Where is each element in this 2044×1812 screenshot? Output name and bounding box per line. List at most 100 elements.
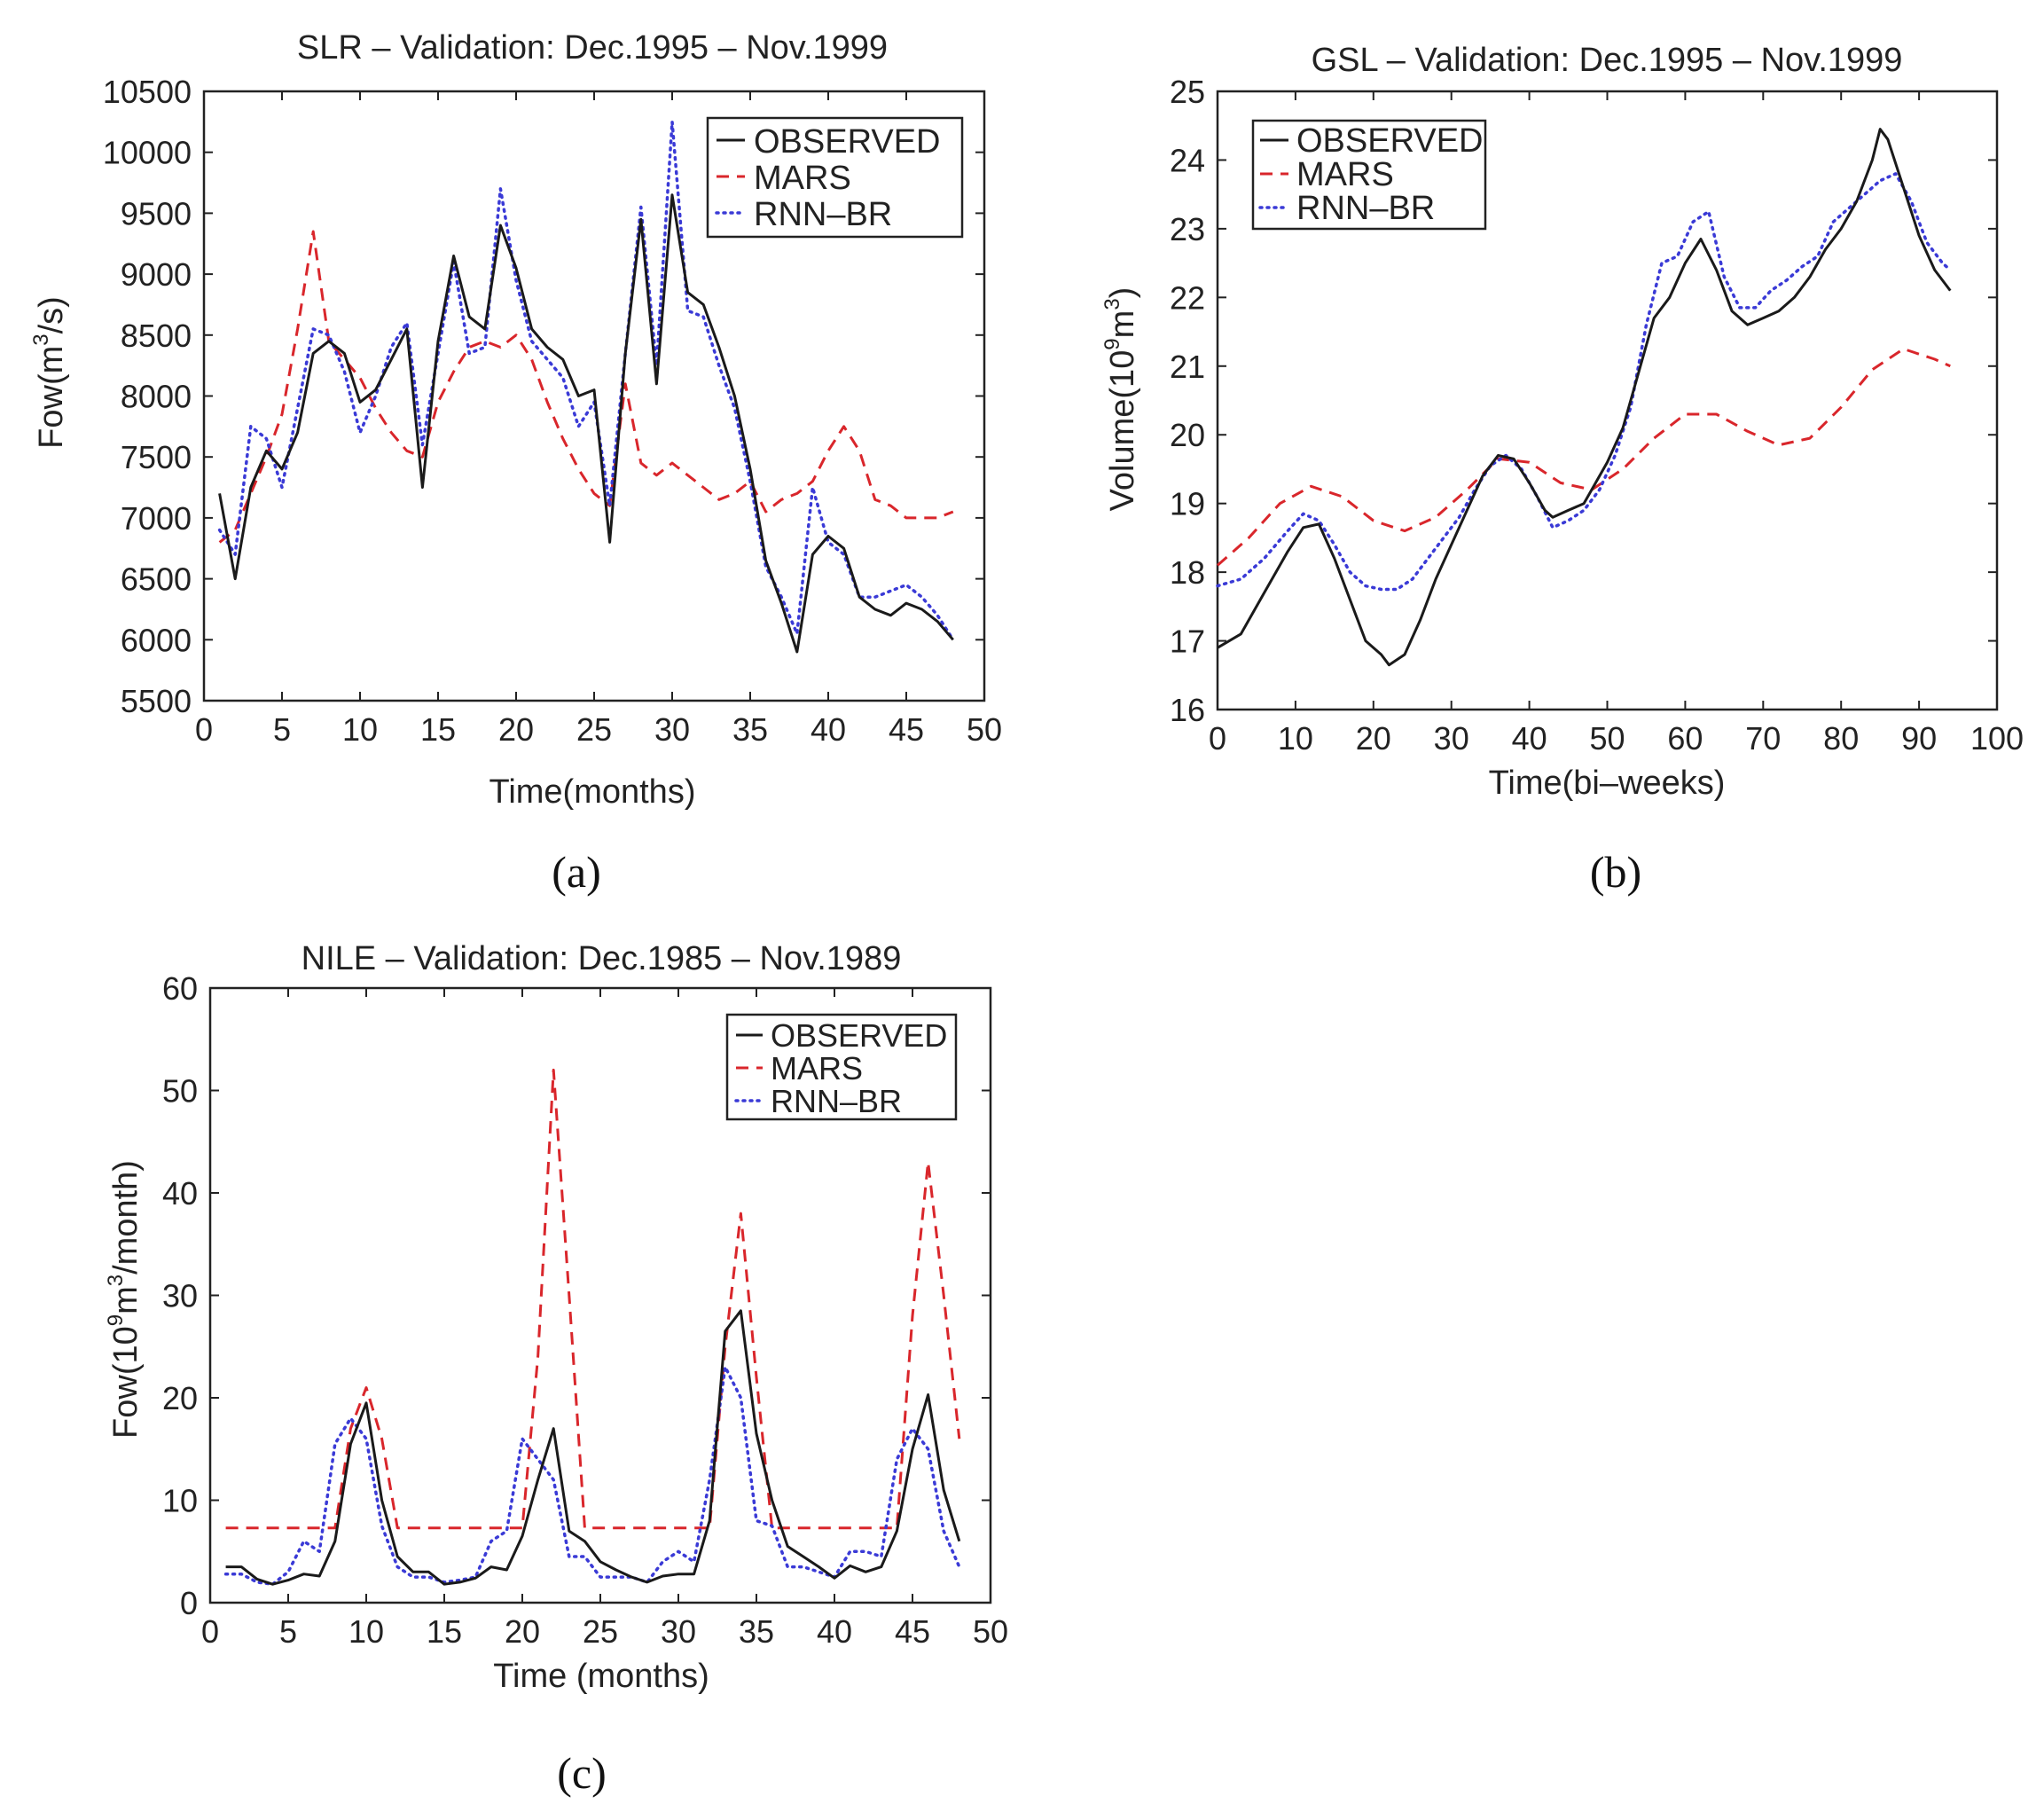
series-line-rnn-br-gsl xyxy=(1216,172,1953,592)
x-tick-label: 10 xyxy=(342,711,378,748)
x-axis-label-gsl: Time(bi–weeks) xyxy=(1489,765,1726,802)
y-tick-label: 16 xyxy=(1170,692,1205,728)
y-tick-label: 18 xyxy=(1170,554,1205,591)
legend-box-nile xyxy=(725,1013,958,1121)
chart-title-slr: SLR – Validation: Dec.1995 – Nov.1999 xyxy=(297,29,888,67)
x-tick-label: 50 xyxy=(1589,720,1625,757)
y-tick-label: 8500 xyxy=(121,318,192,354)
y-tick-label: 30 xyxy=(162,1278,198,1314)
x-tick-label: 40 xyxy=(817,1613,852,1650)
panel-label-a: (a) xyxy=(552,847,601,897)
x-tick-label: 20 xyxy=(1356,720,1391,757)
y-tick-label: 22 xyxy=(1170,279,1205,316)
legend-gsl: OBSERVED MARS RNN–BR xyxy=(1251,119,1487,231)
series-line-rnn-br-nile xyxy=(223,1365,961,1586)
y-tick-label: 10000 xyxy=(103,135,192,171)
y-axis-label-gsl: Volume(109m3) xyxy=(1100,287,1141,512)
y-tick-label: 8000 xyxy=(121,379,192,415)
x-tick-label: 5 xyxy=(279,1613,297,1650)
y-tick-label: 19 xyxy=(1170,486,1205,522)
legend-label-observed: OBSERVED xyxy=(1296,122,1483,160)
y-tick-label: 23 xyxy=(1170,211,1205,247)
legend-label-observed: OBSERVED xyxy=(754,123,940,161)
y-tick-label: 6000 xyxy=(121,622,192,658)
x-tick-label: 30 xyxy=(1434,720,1469,757)
y-tick-label: 5500 xyxy=(121,683,192,719)
legend-label-rnn-br: RNN–BR xyxy=(1296,190,1435,227)
chart-title-nile: NILE – Validation: Dec.1985 – Nov.1989 xyxy=(302,940,902,977)
legend-box-gsl xyxy=(1251,119,1487,231)
series-line-mars-slr xyxy=(218,230,954,544)
x-tick-label: 40 xyxy=(811,711,846,748)
x-tick-label: 15 xyxy=(420,711,456,748)
y-axis-label-slr: Fow(m3/s) xyxy=(29,296,70,449)
y-tick-label: 7000 xyxy=(121,500,192,537)
x-tick-label: 40 xyxy=(1512,720,1547,757)
x-axis-label-nile: Time (months) xyxy=(493,1658,709,1695)
x-tick-label: 10 xyxy=(348,1613,384,1650)
x-tick-label: 80 xyxy=(1823,720,1859,757)
series-line-observed-nile xyxy=(225,1309,961,1586)
legend-label-observed: OBSERVED xyxy=(771,1017,947,1054)
x-tick-label: 0 xyxy=(201,1613,219,1650)
y-axis-label-nile: Fow(109m3/month) xyxy=(104,1160,145,1439)
y-tick-label: 25 xyxy=(1170,74,1205,110)
y-tick-label: 21 xyxy=(1170,349,1205,385)
legend-nile: OBSERVED MARS RNN–BR xyxy=(725,1013,958,1121)
x-tick-label: 30 xyxy=(661,1613,696,1650)
series-line-rnn-br-slr xyxy=(217,120,955,642)
x-tick-label: 60 xyxy=(1667,720,1703,757)
legend-slr: OBSERVED MARS RNN–BR xyxy=(706,116,964,239)
series-line-observed-gsl xyxy=(1217,128,1952,667)
panel-label-c: (c) xyxy=(557,1748,607,1798)
y-tick-label: 20 xyxy=(1170,417,1205,453)
x-tick-label: 35 xyxy=(732,711,768,748)
x-tick-label: 0 xyxy=(195,711,213,748)
series-line-mars-nile xyxy=(225,1068,961,1530)
x-tick-label: 45 xyxy=(895,1613,930,1650)
x-tick-label: 20 xyxy=(498,711,534,748)
x-tick-label: 5 xyxy=(273,711,291,748)
x-tick-label: 50 xyxy=(967,711,1002,748)
x-tick-label: 35 xyxy=(739,1613,774,1650)
legend-box-slr xyxy=(706,116,964,239)
y-tick-label: 0 xyxy=(180,1585,198,1621)
y-tick-label: 50 xyxy=(162,1073,198,1110)
y-tick-label: 60 xyxy=(162,970,198,1007)
legend-label-mars: MARS xyxy=(754,160,851,197)
y-tick-label: 17 xyxy=(1170,624,1205,660)
y-tick-label: 9500 xyxy=(121,195,192,231)
x-tick-label: 100 xyxy=(1970,720,2024,757)
y-tick-label: 10 xyxy=(162,1483,198,1519)
y-tick-label: 40 xyxy=(162,1175,198,1212)
panel-label-b: (b) xyxy=(1590,847,1641,897)
legend-label-mars: MARS xyxy=(771,1050,863,1086)
x-tick-label: 90 xyxy=(1901,720,1937,757)
legend-label-rnn-br: RNN–BR xyxy=(754,196,892,233)
x-tick-label: 30 xyxy=(654,711,690,748)
y-tick-label: 6500 xyxy=(121,561,192,598)
x-tick-label: 25 xyxy=(576,711,612,748)
x-tick-label: 10 xyxy=(1278,720,1313,757)
chart-title-gsl: GSL – Validation: Dec.1995 – Nov.1999 xyxy=(1312,42,1903,79)
chart-panel-nile: NILE – Validation: Dec.1985 – Nov.1989 0… xyxy=(104,940,1008,1798)
legend-label-mars: MARS xyxy=(1296,156,1394,193)
x-tick-label: 70 xyxy=(1745,720,1781,757)
x-axis-label-slr: Time(months) xyxy=(489,773,696,811)
legend-label-rnn-br: RNN–BR xyxy=(771,1083,902,1119)
x-tick-label: 20 xyxy=(505,1613,540,1650)
y-tick-label: 10500 xyxy=(103,74,192,110)
x-tick-label: 15 xyxy=(427,1613,462,1650)
x-tick-label: 50 xyxy=(973,1613,1008,1650)
y-tick-label: 20 xyxy=(162,1380,198,1416)
x-tick-label: 45 xyxy=(889,711,924,748)
x-tick-label: 25 xyxy=(583,1613,618,1650)
x-tick-label: 0 xyxy=(1209,720,1226,757)
y-tick-label: 9000 xyxy=(121,256,192,293)
series-line-observed-slr xyxy=(218,193,954,654)
y-tick-label: 24 xyxy=(1170,142,1205,178)
y-tick-label: 7500 xyxy=(121,439,192,475)
